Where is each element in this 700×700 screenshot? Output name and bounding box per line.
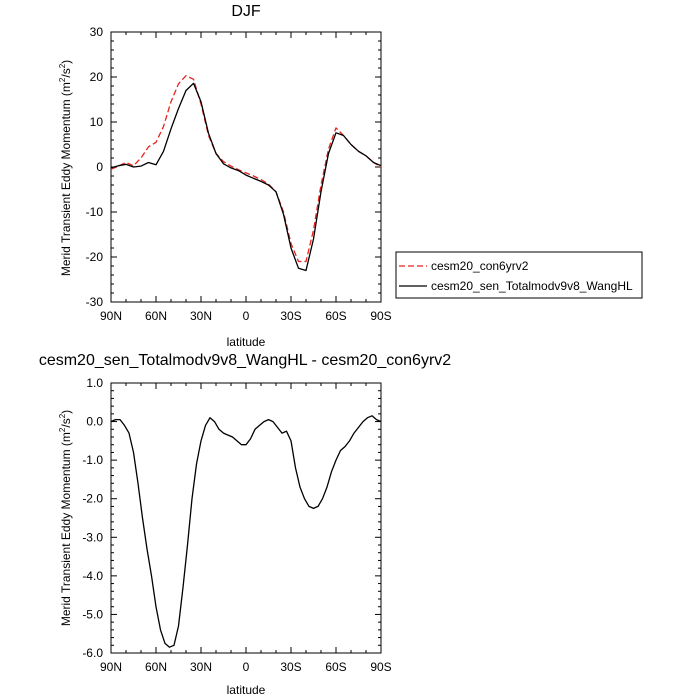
chart-title: cesm20_sen_Totalmodv9v8_WangHL - cesm20_… (39, 352, 451, 369)
x-tick-label: 0 (243, 309, 250, 323)
x-tick-label: 60S (325, 309, 346, 323)
x-tick-label: 60N (145, 660, 167, 674)
y-tick-label: -30 (86, 295, 104, 309)
data-lines (110, 75, 382, 272)
series-line (110, 82, 382, 272)
y-tick-label: -3.0 (82, 530, 103, 544)
y-tick-label: 30 (90, 25, 104, 39)
x-tick-label: 30N (190, 660, 212, 674)
plot-area-frame: -30 -20 -10 0 10 20 30 90N 60N 30N 0 30S 60S 90S (86, 25, 392, 323)
plot-frame (110, 382, 382, 654)
x-tick-label: 30N (190, 309, 212, 323)
x-tick-label: 30S (280, 309, 301, 323)
y-tick-label: -20 (86, 250, 104, 264)
y-tick-label: 10 (90, 115, 104, 129)
y-tick-label: -10 (86, 205, 104, 219)
legend-box (395, 251, 643, 299)
y-tick-label: -6.0 (82, 646, 103, 660)
legend: cesm20_con6yrv2 cesm20_sen_Totalmodv9v8_… (395, 251, 643, 299)
series-line (110, 415, 382, 648)
plot-area-frame: -6.0 -5.0 -4.0 -3.0 -2.0 -1.0 0.0 1.0 90N 60N 30N 0… (82, 376, 391, 674)
y-tick-label: -2.0 (82, 492, 103, 506)
y-tick-label: -1.0 (82, 453, 103, 467)
y-axis-label: Merid Transient Eddy Momentum (m2/s2) (58, 410, 73, 626)
series-line (110, 75, 382, 263)
legend-label: cesm20_sen_Totalmodv9v8_WangHL (431, 279, 633, 293)
x-tick-label: 90S (370, 660, 391, 674)
x-tick-label: 90S (370, 309, 391, 323)
y-axis-label: Merid Transient Eddy Momentum (m2/s2) (58, 60, 73, 276)
chart-title: DJF (231, 3, 261, 20)
plot-frame (110, 31, 382, 303)
x-axis-label: latitude (227, 683, 266, 697)
bottom-chart: cesm20_sen_Totalmodv9v8_WangHL - cesm20_… (39, 352, 451, 697)
legend-label: cesm20_con6yrv2 (431, 259, 529, 273)
y-tick-label: -5.0 (82, 607, 103, 621)
y-tick-label: 20 (90, 70, 104, 84)
x-tick-label: 0 (243, 660, 250, 674)
x-tick-label: 60N (145, 309, 167, 323)
x-tick-label: 60S (325, 660, 346, 674)
y-tick-label: 0 (96, 160, 103, 174)
x-tick-label: 90N (100, 660, 122, 674)
x-axis-label: latitude (227, 335, 266, 349)
x-tick-label: 90N (100, 309, 122, 323)
data-lines (110, 415, 382, 648)
y-tick-label: -4.0 (82, 569, 103, 583)
x-tick-label: 30S (280, 660, 301, 674)
y-tick-label: 1.0 (86, 376, 103, 390)
y-tick-label: 0.0 (86, 415, 103, 429)
